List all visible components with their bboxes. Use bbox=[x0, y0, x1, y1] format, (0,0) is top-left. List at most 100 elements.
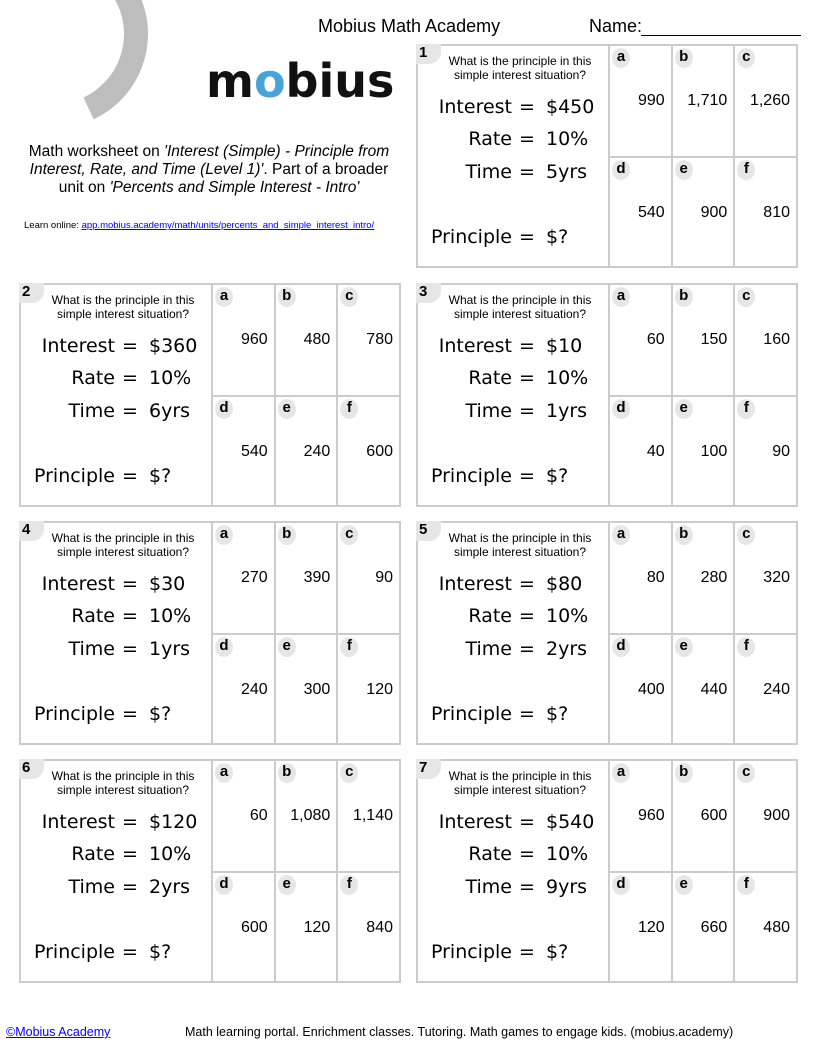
rate-row: Rate = 10% bbox=[21, 605, 211, 629]
answer-option-d[interactable]: d 600 bbox=[211, 871, 274, 981]
answer-value: 600 bbox=[700, 807, 728, 824]
answer-option-a[interactable]: a 270 bbox=[211, 523, 274, 633]
answer-option-e[interactable]: e 900 bbox=[670, 156, 734, 266]
equals-sign: = bbox=[519, 465, 535, 487]
principle-row: Principle = $? bbox=[418, 226, 608, 250]
answer-letter: a bbox=[215, 763, 233, 783]
answer-option-e[interactable]: e 240 bbox=[273, 395, 337, 505]
answer-option-f[interactable]: f 480 bbox=[733, 871, 796, 981]
answer-letter: f bbox=[340, 399, 359, 419]
equals-sign: = bbox=[519, 128, 535, 150]
interest-row: Interest = $450 bbox=[418, 96, 608, 120]
principle-value: $? bbox=[546, 226, 569, 248]
problem-statement: 7 What is the principle in this simple i… bbox=[416, 759, 608, 981]
answer-option-e[interactable]: e 100 bbox=[670, 395, 734, 505]
principle-label: Principle bbox=[430, 465, 512, 487]
equals-sign: = bbox=[122, 605, 138, 627]
answer-option-a[interactable]: a 60 bbox=[608, 285, 671, 395]
answer-option-a[interactable]: a 990 bbox=[608, 46, 671, 156]
name-field-line[interactable] bbox=[641, 35, 801, 36]
interest-value: $540 bbox=[546, 811, 595, 833]
answer-option-e[interactable]: e 120 bbox=[273, 871, 337, 981]
answer-option-f[interactable]: f 840 bbox=[336, 871, 399, 981]
answer-option-c[interactable]: c 1,260 bbox=[733, 46, 796, 156]
time-row: Time = 2yrs bbox=[21, 876, 211, 900]
mobius-academy-link[interactable]: ©Mobius Academy bbox=[6, 1025, 111, 1039]
answer-option-c[interactable]: c 780 bbox=[336, 285, 399, 395]
answer-option-b[interactable]: b 390 bbox=[273, 523, 337, 633]
interest-value: $80 bbox=[546, 573, 583, 595]
question-text: What is the principle in this simple int… bbox=[448, 531, 592, 559]
interest-label: Interest bbox=[438, 573, 512, 595]
answer-option-f[interactable]: f 120 bbox=[336, 633, 399, 743]
answer-letter: d bbox=[612, 160, 630, 180]
answer-value: 660 bbox=[700, 919, 728, 936]
answer-value: 960 bbox=[637, 807, 665, 824]
time-value: 9yrs bbox=[546, 876, 588, 898]
rate-value: 10% bbox=[546, 128, 589, 150]
time-label: Time bbox=[68, 638, 116, 660]
equals-sign: = bbox=[122, 335, 138, 357]
answer-option-c[interactable]: c 900 bbox=[733, 761, 796, 871]
answer-letter: a bbox=[215, 525, 233, 545]
answer-option-e[interactable]: e 440 bbox=[670, 633, 734, 743]
answer-option-d[interactable]: d 400 bbox=[608, 633, 671, 743]
principle-row: Principle = $? bbox=[418, 941, 608, 965]
answer-option-b[interactable]: b 280 bbox=[670, 523, 734, 633]
answer-option-b[interactable]: b 600 bbox=[670, 761, 734, 871]
answer-option-b[interactable]: b 1,710 bbox=[670, 46, 734, 156]
answer-option-d[interactable]: d 240 bbox=[211, 633, 274, 743]
learn-online-link[interactable]: app.mobius.academy/math/units/percents_a… bbox=[81, 220, 375, 231]
answer-option-c[interactable]: c 320 bbox=[733, 523, 796, 633]
problem-number: 5 bbox=[416, 521, 441, 541]
rate-label: Rate bbox=[71, 367, 115, 389]
answer-option-a[interactable]: a 960 bbox=[608, 761, 671, 871]
answer-option-a[interactable]: a 80 bbox=[608, 523, 671, 633]
answer-value: 780 bbox=[366, 331, 393, 348]
answer-letter: c bbox=[737, 525, 756, 545]
interest-row: Interest = $540 bbox=[418, 811, 608, 835]
answer-option-c[interactable]: c 1,140 bbox=[336, 761, 399, 871]
problem-7: 7 What is the principle in this simple i… bbox=[416, 759, 798, 983]
answer-option-f[interactable]: f 90 bbox=[733, 395, 796, 505]
answer-value: 320 bbox=[763, 569, 790, 586]
answer-option-f[interactable]: f 240 bbox=[733, 633, 796, 743]
answer-option-e[interactable]: e 300 bbox=[273, 633, 337, 743]
answer-option-f[interactable]: f 810 bbox=[733, 156, 796, 266]
answer-option-d[interactable]: d 540 bbox=[211, 395, 274, 505]
interest-label: Interest bbox=[41, 335, 115, 357]
answer-option-f[interactable]: f 600 bbox=[336, 395, 399, 505]
answer-option-a[interactable]: a 960 bbox=[211, 285, 274, 395]
equals-sign: = bbox=[519, 843, 535, 865]
answer-letter: d bbox=[612, 875, 630, 895]
answer-value: 480 bbox=[303, 331, 331, 348]
answer-letter: f bbox=[340, 875, 359, 895]
interest-label: Interest bbox=[41, 811, 115, 833]
answer-option-d[interactable]: d 40 bbox=[608, 395, 671, 505]
answer-letter: d bbox=[612, 399, 630, 419]
time-value: 1yrs bbox=[546, 400, 588, 422]
interest-row: Interest = $30 bbox=[21, 573, 211, 597]
equals-sign: = bbox=[519, 941, 535, 963]
answer-option-b[interactable]: b 1,080 bbox=[273, 761, 337, 871]
answer-option-c[interactable]: c 90 bbox=[336, 523, 399, 633]
answer-option-e[interactable]: e 660 bbox=[670, 871, 734, 981]
answer-option-d[interactable]: d 120 bbox=[608, 871, 671, 981]
equals-sign: = bbox=[122, 811, 138, 833]
answer-option-a[interactable]: a 60 bbox=[211, 761, 274, 871]
answer-letter: d bbox=[215, 637, 233, 657]
time-value: 6yrs bbox=[149, 400, 191, 422]
answer-option-d[interactable]: d 540 bbox=[608, 156, 671, 266]
answer-grid: a 60 b 1,080 c 1,140 d 600 e 120 f 840 bbox=[211, 761, 399, 981]
footer-tagline: Math learning portal. Enrichment classes… bbox=[185, 1025, 734, 1039]
answer-option-b[interactable]: b 480 bbox=[273, 285, 337, 395]
rate-row: Rate = 10% bbox=[21, 843, 211, 867]
answer-option-c[interactable]: c 160 bbox=[733, 285, 796, 395]
rate-row: Rate = 10% bbox=[418, 128, 608, 152]
answer-value: 900 bbox=[763, 807, 790, 824]
answer-letter: c bbox=[737, 48, 756, 68]
answer-letter: b bbox=[277, 525, 296, 545]
answer-option-b[interactable]: b 150 bbox=[670, 285, 734, 395]
answer-letter: e bbox=[674, 160, 693, 180]
answer-letter: c bbox=[737, 763, 756, 783]
